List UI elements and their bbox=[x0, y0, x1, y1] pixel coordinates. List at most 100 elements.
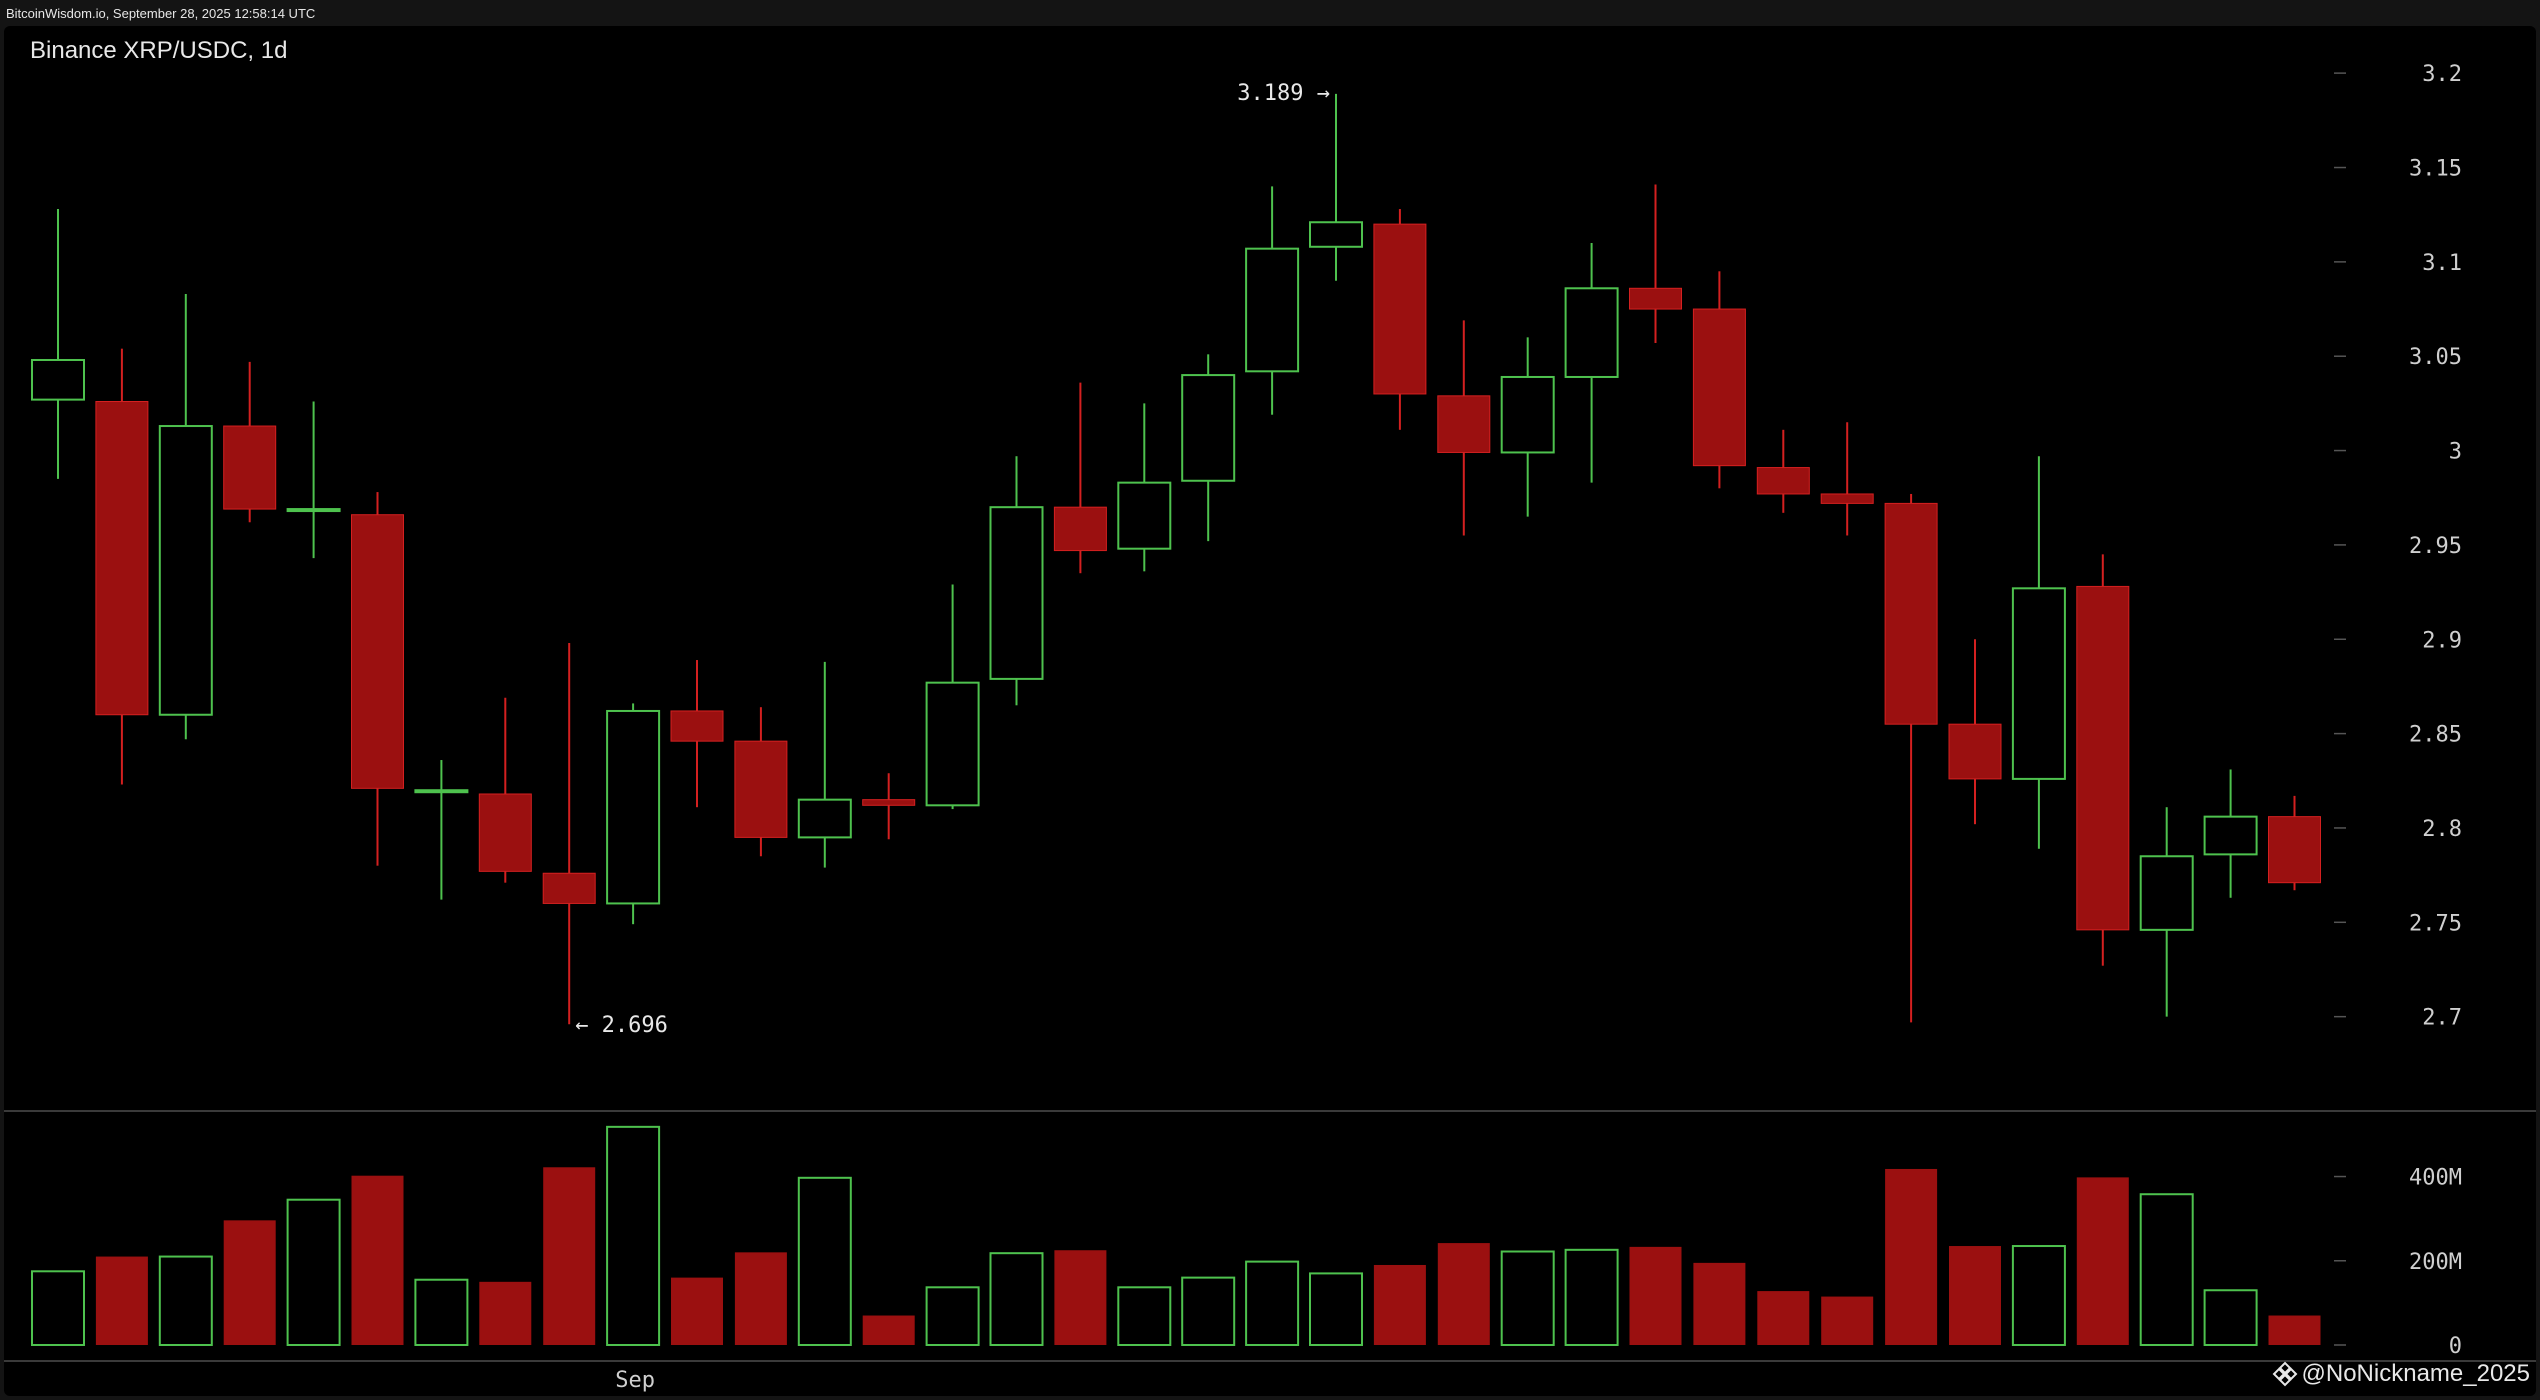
candle-up bbox=[1181, 354, 1236, 542]
price-tick-label: 3.05 bbox=[2409, 345, 2462, 370]
volume-bar-down bbox=[734, 1252, 787, 1345]
price-annotation: ← 2.696 bbox=[575, 1013, 668, 1038]
volume-bar-down bbox=[95, 1256, 148, 1345]
volume-bar-up bbox=[1564, 1248, 1619, 1346]
candle-down bbox=[542, 643, 596, 1025]
volume-bar-up bbox=[2011, 1245, 2066, 1346]
volume-bar-down bbox=[2076, 1177, 2129, 1345]
candle-down bbox=[862, 773, 916, 840]
candle-body bbox=[351, 514, 404, 789]
candle-up bbox=[989, 456, 1044, 706]
candle-body bbox=[478, 793, 532, 872]
header-bar: BitcoinWisdom.io, September 28, 2025 12:… bbox=[0, 0, 2540, 26]
volume-bar-up bbox=[1500, 1250, 1555, 1347]
volume-bar-up bbox=[2203, 1289, 2258, 1346]
candle-down bbox=[1692, 271, 1746, 489]
candle-down bbox=[1820, 422, 1874, 536]
candle-body bbox=[1756, 467, 1810, 495]
candle-body bbox=[1629, 287, 1682, 310]
candle-body bbox=[797, 798, 852, 839]
candle-body bbox=[1245, 247, 1300, 373]
candle-down bbox=[2268, 795, 2321, 891]
candle-body bbox=[862, 799, 916, 806]
time-tick-label: Sep bbox=[615, 1368, 655, 1393]
volume-bar-up bbox=[989, 1252, 1044, 1347]
candle-body bbox=[989, 506, 1044, 680]
candle-body bbox=[925, 681, 980, 807]
candle-body bbox=[542, 872, 596, 904]
volume-bar-up bbox=[925, 1286, 980, 1346]
candle-body bbox=[734, 740, 788, 838]
candle-body bbox=[31, 358, 85, 401]
candle-up bbox=[797, 661, 852, 868]
volume-bar-down bbox=[1437, 1243, 1490, 1345]
candle-down bbox=[223, 361, 277, 523]
candle-up bbox=[1309, 93, 1363, 281]
candle-down bbox=[2076, 554, 2130, 966]
candle-up bbox=[414, 760, 469, 900]
candle-body bbox=[1692, 308, 1746, 467]
volume-bar-up bbox=[158, 1255, 213, 1347]
candle-down bbox=[1373, 209, 1427, 430]
binance-logo-icon bbox=[2272, 1361, 2297, 1387]
candle-body bbox=[1181, 374, 1236, 482]
volume-bar-down bbox=[671, 1277, 723, 1345]
candle-down bbox=[1053, 382, 1107, 574]
candle-up bbox=[31, 209, 85, 479]
candle-up bbox=[286, 401, 341, 559]
candle-body bbox=[2139, 855, 2194, 931]
candle-up bbox=[2203, 769, 2258, 898]
candle-down bbox=[1948, 639, 2002, 825]
candle-up bbox=[1564, 243, 1619, 483]
price-tick-label: 2.8 bbox=[2422, 817, 2462, 842]
price-tick-label: 3.15 bbox=[2409, 157, 2462, 182]
price-annotation: 3.189 → bbox=[1237, 81, 1330, 106]
candle-body bbox=[1053, 506, 1107, 552]
candle-body bbox=[1884, 502, 1938, 725]
volume-bar-up bbox=[1181, 1276, 1236, 1346]
price-tick-label: 2.95 bbox=[2409, 534, 2462, 559]
candle-body bbox=[286, 508, 341, 513]
volume-bar-down bbox=[479, 1281, 532, 1345]
candle-up bbox=[2011, 456, 2066, 849]
candle-body bbox=[95, 401, 149, 716]
candle-body bbox=[223, 425, 277, 510]
volume-bar-up bbox=[797, 1176, 852, 1346]
volume-bar-up bbox=[414, 1278, 469, 1347]
volume-bar-up bbox=[2139, 1193, 2194, 1346]
candle-body bbox=[606, 709, 661, 905]
volume-bar-up bbox=[286, 1198, 341, 1346]
candle-body bbox=[1117, 481, 1172, 550]
candle-body bbox=[670, 710, 724, 742]
candle-down bbox=[1437, 320, 1491, 536]
candle-body bbox=[1309, 221, 1363, 248]
chart-title: Binance XRP/USDC, 1d bbox=[30, 37, 288, 64]
volume-bar-down bbox=[1757, 1291, 1810, 1345]
volume-bar-down bbox=[223, 1220, 276, 1345]
watermark: @NoNickname_2025 bbox=[2272, 1360, 2530, 1388]
candle-down bbox=[478, 697, 532, 883]
candle-body bbox=[1373, 223, 1427, 395]
price-tick-label: 2.7 bbox=[2422, 1006, 2462, 1031]
candle-up bbox=[1117, 403, 1172, 572]
candle-up bbox=[2139, 807, 2194, 1017]
candle-body bbox=[1948, 723, 2002, 780]
volume-bar-down bbox=[351, 1175, 404, 1345]
volume-bar-down bbox=[862, 1315, 915, 1345]
price-tick-label: 2.9 bbox=[2422, 628, 2462, 653]
volume-bar-up bbox=[1245, 1260, 1300, 1347]
candle-body bbox=[1500, 375, 1555, 454]
volume-bar-down bbox=[1821, 1296, 1874, 1345]
candle-body bbox=[2268, 816, 2321, 884]
volume-bar-down bbox=[1629, 1246, 1682, 1345]
candle-up bbox=[925, 584, 980, 810]
price-tick-label: 2.85 bbox=[2409, 723, 2462, 748]
volume-bar-up bbox=[1309, 1272, 1363, 1346]
header-text: BitcoinWisdom.io, September 28, 2025 12:… bbox=[6, 6, 316, 21]
volume-bar-down bbox=[1054, 1250, 1107, 1345]
candle-up bbox=[158, 293, 213, 740]
volume-tick-label: 400M bbox=[2409, 1166, 2462, 1191]
volume-bar-up bbox=[606, 1125, 661, 1346]
price-tick-label: 3.1 bbox=[2422, 251, 2462, 276]
volume-tick-label: 0 bbox=[2449, 1334, 2462, 1359]
